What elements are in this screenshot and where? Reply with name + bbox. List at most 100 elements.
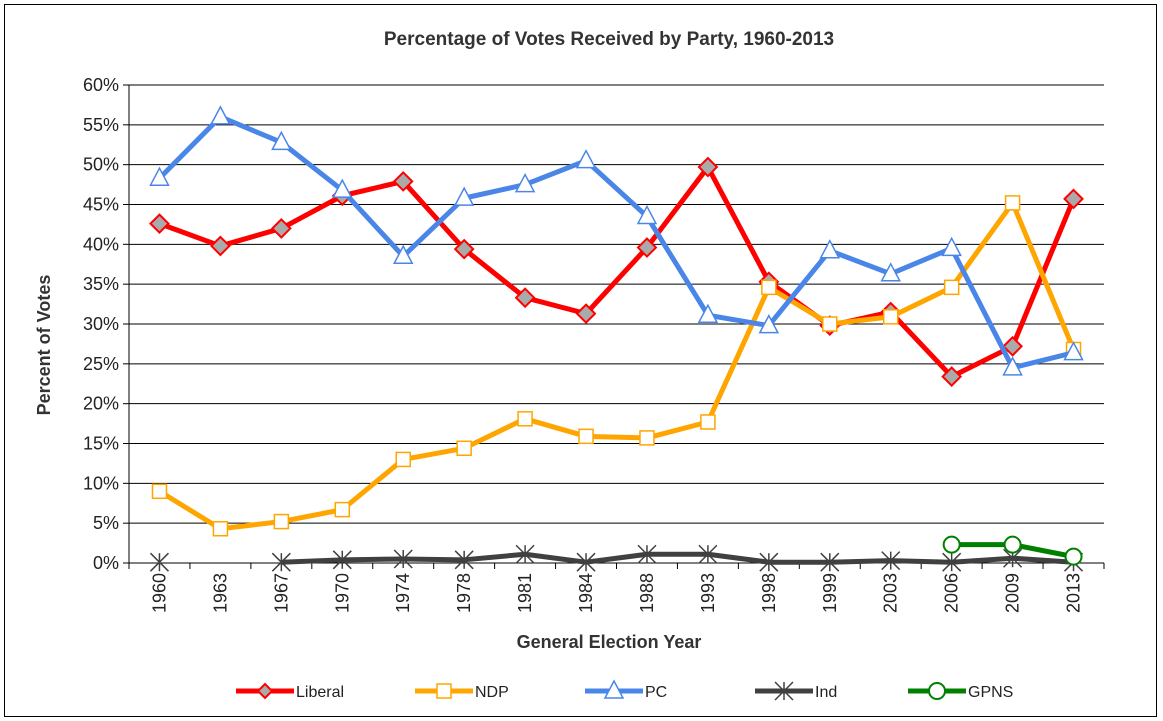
series-liberal: [149, 156, 1084, 387]
data-point-diamond: [453, 238, 475, 260]
series-line: [158, 200, 1076, 532]
x-tick-label: 1963: [210, 573, 230, 613]
y-tick-label: 10%: [83, 473, 119, 493]
data-point-circle: [928, 682, 946, 700]
data-point-square: [882, 309, 899, 325]
data-point-star: [942, 552, 962, 572]
x-tick-label: 2013: [1064, 573, 1084, 613]
x-tick-label: 2009: [1003, 573, 1023, 613]
data-point-diamond: [209, 235, 231, 257]
data-point-square: [1004, 195, 1021, 211]
data-point-star: [454, 550, 474, 570]
data-point-circle: [1003, 535, 1022, 554]
data-point-square: [700, 414, 716, 430]
x-tick-label: 2006: [942, 573, 962, 613]
data-point-triangle: [819, 239, 841, 259]
y-axis-ticks: 0% 5% 10% 15% 20% 25% 30% 35% 40% 45% 50% 55% 60%: [83, 75, 119, 573]
legend-label: PC: [645, 684, 667, 701]
data-point-star: [759, 552, 779, 572]
chart-frame: [4, 4, 1157, 717]
x-tick-label: 1978: [454, 573, 474, 613]
legend-label: NDP: [475, 684, 509, 701]
data-point-diamond: [392, 170, 414, 192]
data-point-triangle: [697, 303, 719, 323]
legend: Liberal NDP PC Ind GPNS: [236, 679, 1013, 701]
data-point-star: [637, 544, 657, 564]
y-tick-label: 45%: [83, 195, 119, 215]
legend-item-pc: PC: [585, 679, 667, 701]
x-tick-label: 1993: [698, 573, 718, 613]
y-tick-label: 40%: [83, 234, 119, 254]
y-tick-label: 35%: [83, 274, 119, 294]
data-point-diamond: [270, 217, 292, 239]
data-point-diamond: [256, 682, 274, 700]
data-point-star: [515, 544, 535, 564]
data-point-square: [151, 483, 168, 500]
data-point-square: [761, 279, 777, 296]
data-point-diamond: [1063, 188, 1084, 210]
data-point-triangle: [636, 204, 658, 225]
x-tick-label: 1981: [515, 573, 535, 613]
y-tick-label: 50%: [83, 155, 119, 175]
data-point-triangle: [1002, 356, 1023, 376]
data-point-star: [698, 544, 718, 564]
y-tick-label: 55%: [83, 115, 119, 135]
series-gpns: [942, 535, 1083, 566]
data-point-triangle: [392, 244, 414, 265]
data-point-diamond: [1002, 335, 1024, 357]
x-axis-ticks: 1960 1963 1967 1970 1974 1978 1981 1984 1988 1993…: [128, 563, 1105, 613]
series-ndp: [151, 195, 1082, 537]
data-point-diamond: [636, 237, 658, 258]
legend-label: Ind: [815, 684, 837, 701]
y-tick-label: 30%: [83, 314, 119, 334]
x-tick-label: 1974: [393, 573, 413, 613]
series-line: [158, 164, 1076, 380]
data-point-diamond: [697, 156, 719, 178]
data-point-triangle: [603, 679, 625, 699]
legend-item-ndp: NDP: [415, 683, 509, 701]
series-line: [281, 551, 1074, 565]
legend-label: GPNS: [968, 684, 1013, 701]
legend-item-gpns: GPNS: [908, 682, 1013, 701]
legend-item-ind: Ind: [755, 681, 837, 701]
data-point-star: [820, 552, 840, 572]
x-tick-label: 1998: [759, 573, 779, 613]
y-tick-label: 15%: [83, 434, 119, 454]
gridlines: [123, 84, 1104, 564]
data-point-triangle: [332, 178, 353, 198]
data-point-star: [774, 681, 794, 701]
data-point-triangle: [514, 172, 536, 193]
data-point-star: [393, 549, 413, 569]
data-point-diamond: [575, 303, 597, 325]
x-tick-label: 1967: [271, 573, 291, 613]
data-point-triangle: [210, 105, 231, 125]
data-point-star: [271, 552, 291, 572]
y-tick-label: 60%: [83, 75, 119, 95]
data-point-square: [822, 316, 838, 332]
data-point-triangle: [758, 313, 780, 334]
data-point-star: [149, 552, 169, 572]
data-point-triangle: [149, 166, 170, 186]
x-tick-label: 1984: [576, 573, 596, 613]
data-point-square: [334, 501, 351, 518]
data-point-square: [578, 428, 594, 445]
data-point-square: [395, 451, 411, 468]
data-point-circle: [1064, 547, 1083, 566]
chart-title: Percentage of Votes Received by Party, 1…: [384, 29, 834, 50]
data-point-diamond: [514, 287, 536, 309]
legend-item-liberal: Liberal: [236, 682, 344, 701]
data-point-star: [881, 551, 901, 571]
series-pc: [149, 105, 1084, 376]
y-tick-label: 0%: [93, 553, 119, 573]
data-point-triangle: [941, 236, 962, 257]
legend-label: Liberal: [296, 684, 344, 701]
data-point-triangle: [271, 130, 292, 151]
y-tick-label: 25%: [83, 354, 119, 374]
data-point-square: [436, 683, 452, 699]
y-axis-title: Percent of Votes: [34, 275, 54, 416]
data-point-circle: [942, 535, 961, 554]
x-tick-label: 2003: [881, 573, 901, 613]
data-point-triangle: [575, 149, 597, 169]
data-point-square: [517, 411, 533, 427]
